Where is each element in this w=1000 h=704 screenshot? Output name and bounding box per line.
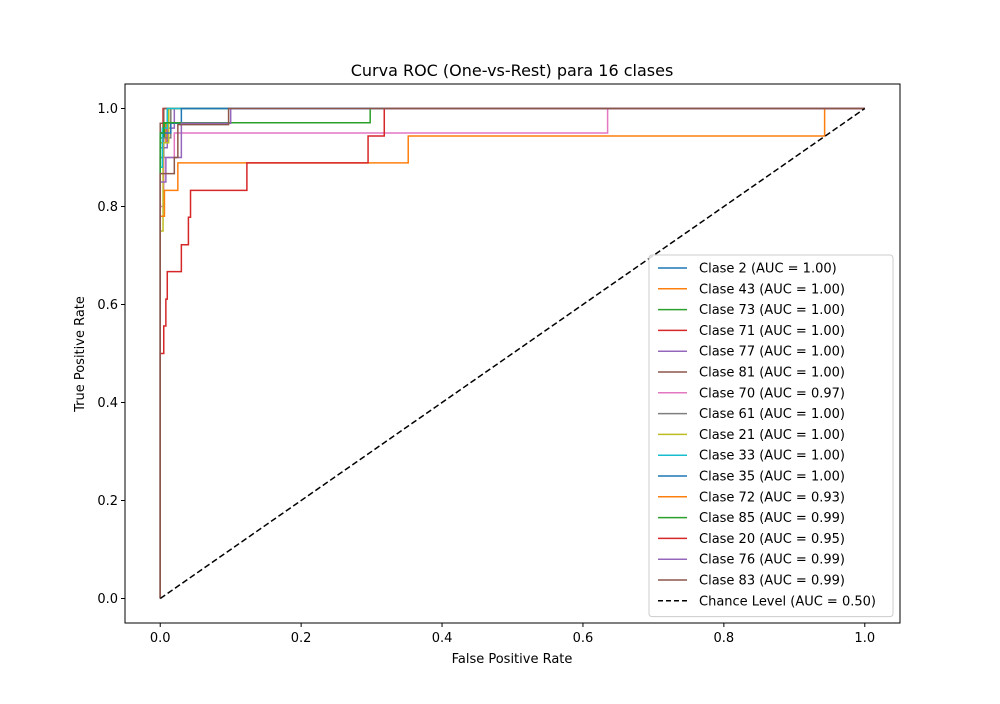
series-line-14	[159, 107, 865, 599]
legend-label: Clase 81 (AUC = 1.00)	[699, 366, 845, 381]
y-tick-label: 0.8	[97, 200, 118, 215]
y-tick-label: 0.6	[97, 298, 118, 313]
y-tick-label: 0.4	[97, 396, 118, 411]
legend-label: Clase 76 (AUC = 0.99)	[699, 553, 845, 568]
legend-label: Clase 2 (AUC = 1.00)	[699, 262, 837, 277]
y-tick-label: 0.0	[97, 592, 118, 607]
chart-title: Curva ROC (One-vs-Rest) para 16 clases	[351, 61, 674, 80]
x-tick-label: 0.8	[714, 631, 735, 646]
legend-label: Clase 71 (AUC = 1.00)	[699, 324, 845, 339]
series-line-17	[159, 107, 866, 600]
legend: Clase 2 (AUC = 1.00) Clase 43 (AUC = 1.00…	[648, 254, 894, 618]
legend-label: Clase 72 (AUC = 0.93)	[699, 490, 845, 505]
legend-label: Clase 33 (AUC = 1.00)	[699, 449, 845, 464]
x-tick-label: 0.4	[432, 631, 453, 646]
series-line-16	[159, 107, 865, 599]
legend-label: Clase 43 (AUC = 1.00)	[699, 282, 845, 297]
legend-label: Clase 35 (AUC = 1.00)	[699, 470, 845, 485]
legend-label: Clase 61 (AUC = 1.00)	[699, 407, 845, 422]
y-tick-label: 1.0	[97, 102, 118, 117]
plot-frame	[124, 83, 901, 624]
series-line-15	[159, 107, 865, 599]
x-tick-label: 0.0	[150, 631, 171, 646]
legend-label: Clase 77 (AUC = 1.00)	[699, 345, 845, 360]
legend-label: Clase 20 (AUC = 0.95)	[699, 532, 845, 547]
legend-label: Clase 73 (AUC = 1.00)	[699, 303, 845, 318]
series-layer	[159, 107, 866, 600]
legend-label: Clase 70 (AUC = 0.97)	[699, 386, 845, 401]
x-tick-label: 0.2	[291, 631, 312, 646]
x-tick-label: 1.0	[854, 631, 875, 646]
legend-label: Clase 85 (AUC = 0.99)	[699, 511, 845, 526]
series-line-12	[159, 107, 865, 599]
x-axis-label: False Positive Rate	[452, 652, 573, 667]
legend-label: Clase 21 (AUC = 1.00)	[699, 428, 845, 443]
legend-label: Chance Level (AUC = 0.50)	[699, 594, 876, 609]
legend-label: Clase 83 (AUC = 0.99)	[699, 574, 845, 589]
y-tick-label: 0.2	[97, 494, 118, 509]
ticks-layer: 0.0 0.2 0.4 0.6 0.8 1.0 0.0 0.2 0.4 0.6 0.8 1.0	[97, 102, 875, 646]
y-axis-label: True Positive Rate	[73, 296, 88, 413]
x-tick-label: 0.6	[573, 631, 594, 646]
legend-box	[648, 254, 894, 618]
